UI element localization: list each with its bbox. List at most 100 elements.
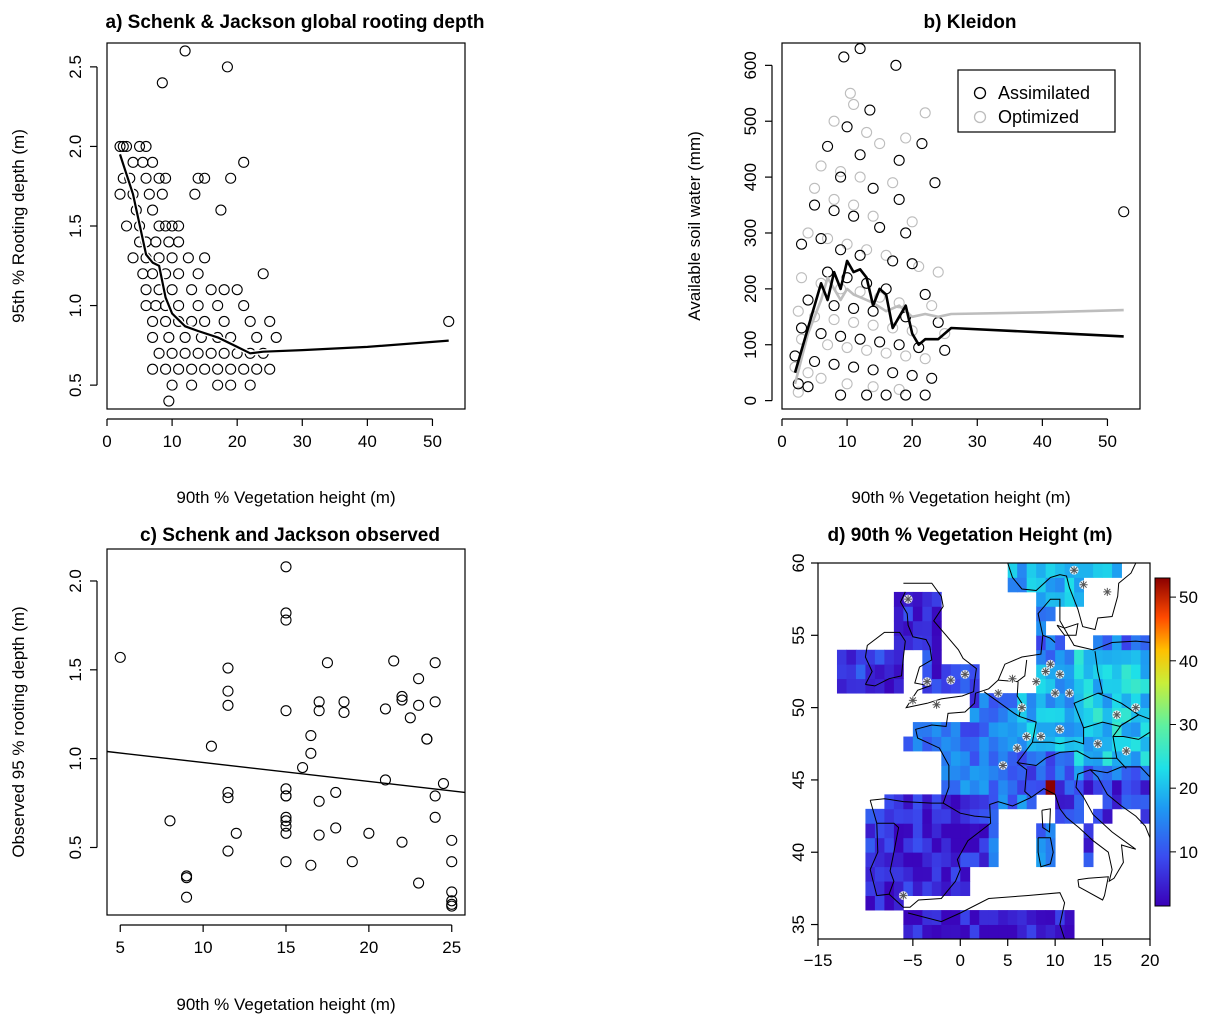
map-frame	[817, 562, 1151, 940]
map-cell	[931, 852, 942, 868]
data-point	[280, 783, 292, 795]
assimilated-point	[887, 367, 899, 379]
map-cell	[950, 866, 961, 882]
y-tick-label: 1.0	[66, 747, 85, 771]
data-point	[163, 236, 175, 248]
site-marker-star	[1036, 732, 1045, 741]
data-point	[166, 220, 178, 232]
map-cell	[1074, 591, 1084, 607]
colorbar-tick-label: 20	[1179, 779, 1198, 798]
map-cell	[1045, 635, 1056, 651]
map-cell	[1121, 707, 1132, 723]
optimized-point	[867, 319, 879, 331]
map-cell	[960, 823, 971, 839]
data-point	[173, 220, 185, 232]
data-point	[218, 284, 230, 296]
map-cell	[1083, 852, 1094, 868]
map-cell	[912, 823, 923, 839]
map-cell	[922, 837, 933, 853]
map-cell	[922, 678, 933, 694]
coastline-path	[1007, 563, 1137, 631]
map-cell	[1140, 707, 1150, 723]
optimized-point	[893, 383, 905, 395]
data-point	[338, 696, 350, 708]
map-cell	[1093, 765, 1103, 781]
map-cell	[998, 910, 1009, 925]
map-cell	[1074, 577, 1084, 593]
map-cell	[998, 924, 1009, 939]
map-cell	[979, 736, 990, 752]
map-cell	[941, 837, 952, 853]
map-cell	[903, 837, 914, 853]
map-cell	[912, 924, 923, 939]
map-cell	[1083, 678, 1094, 694]
assimilated-point	[919, 288, 931, 301]
optimized-point	[844, 87, 856, 99]
map-cell	[874, 895, 885, 911]
map-cell	[1074, 808, 1084, 824]
map-cell	[1045, 722, 1056, 737]
x-tick-label: 50	[423, 432, 442, 451]
map-cell	[960, 866, 971, 882]
map-cell	[912, 808, 923, 824]
data-point	[199, 252, 211, 264]
y-tick-label: 600	[741, 51, 760, 79]
site-marker-star	[1017, 703, 1026, 712]
assimilated-point	[808, 355, 821, 368]
map-cell	[1102, 693, 1113, 709]
assimilated-point	[900, 227, 912, 239]
data-point	[429, 657, 441, 669]
site-marker-star	[946, 676, 955, 685]
map-cell	[969, 779, 980, 795]
map-cell	[893, 649, 904, 665]
legend-box	[957, 69, 1116, 133]
colorbar	[1154, 577, 1171, 907]
data-point	[446, 834, 458, 846]
map-cell	[865, 678, 876, 694]
map-cell	[1036, 664, 1047, 680]
map-cell	[1007, 722, 1018, 737]
map-cell	[903, 881, 914, 897]
data-point	[179, 45, 191, 57]
map-cell	[1112, 693, 1122, 709]
map-cell	[1036, 837, 1047, 853]
map-cell	[988, 765, 999, 781]
coastline-path	[876, 822, 900, 895]
y-tick-label: 1.5	[66, 658, 85, 682]
site-marker	[1022, 732, 1032, 742]
data-point	[305, 730, 317, 742]
map-cell	[1017, 563, 1028, 578]
map-cell	[1131, 794, 1141, 810]
legend-label-optimized: Optimized	[998, 107, 1079, 127]
map-cell	[884, 649, 895, 665]
x-tick-label: 15	[1093, 951, 1112, 970]
site-marker	[1050, 688, 1060, 698]
data-point	[163, 331, 175, 343]
assimilated-point	[929, 177, 941, 189]
map-cell	[1112, 765, 1122, 781]
map-cell	[1036, 649, 1047, 665]
map-cell	[979, 910, 990, 925]
site-marker	[1064, 688, 1074, 698]
map-cell	[950, 765, 961, 781]
map-cell	[1102, 722, 1113, 737]
map-cell	[1131, 765, 1141, 781]
map-cell	[1017, 707, 1028, 723]
map-cell	[1131, 707, 1141, 723]
map-cell	[1045, 707, 1056, 723]
optimized-point	[792, 305, 804, 317]
site-marker	[1079, 580, 1089, 590]
coastline-path	[864, 631, 906, 687]
map-cell	[1064, 664, 1075, 680]
assimilated-point	[848, 361, 860, 373]
site-marker	[960, 669, 970, 679]
map-cell	[931, 823, 942, 839]
coastline-path	[983, 691, 1037, 798]
map-cell	[1102, 808, 1113, 824]
optimized-point	[926, 300, 938, 312]
data-point	[160, 172, 172, 184]
map-cell	[1112, 563, 1122, 578]
map-cell	[1074, 678, 1084, 694]
data-point	[222, 786, 234, 798]
site-marker-star	[908, 696, 917, 705]
